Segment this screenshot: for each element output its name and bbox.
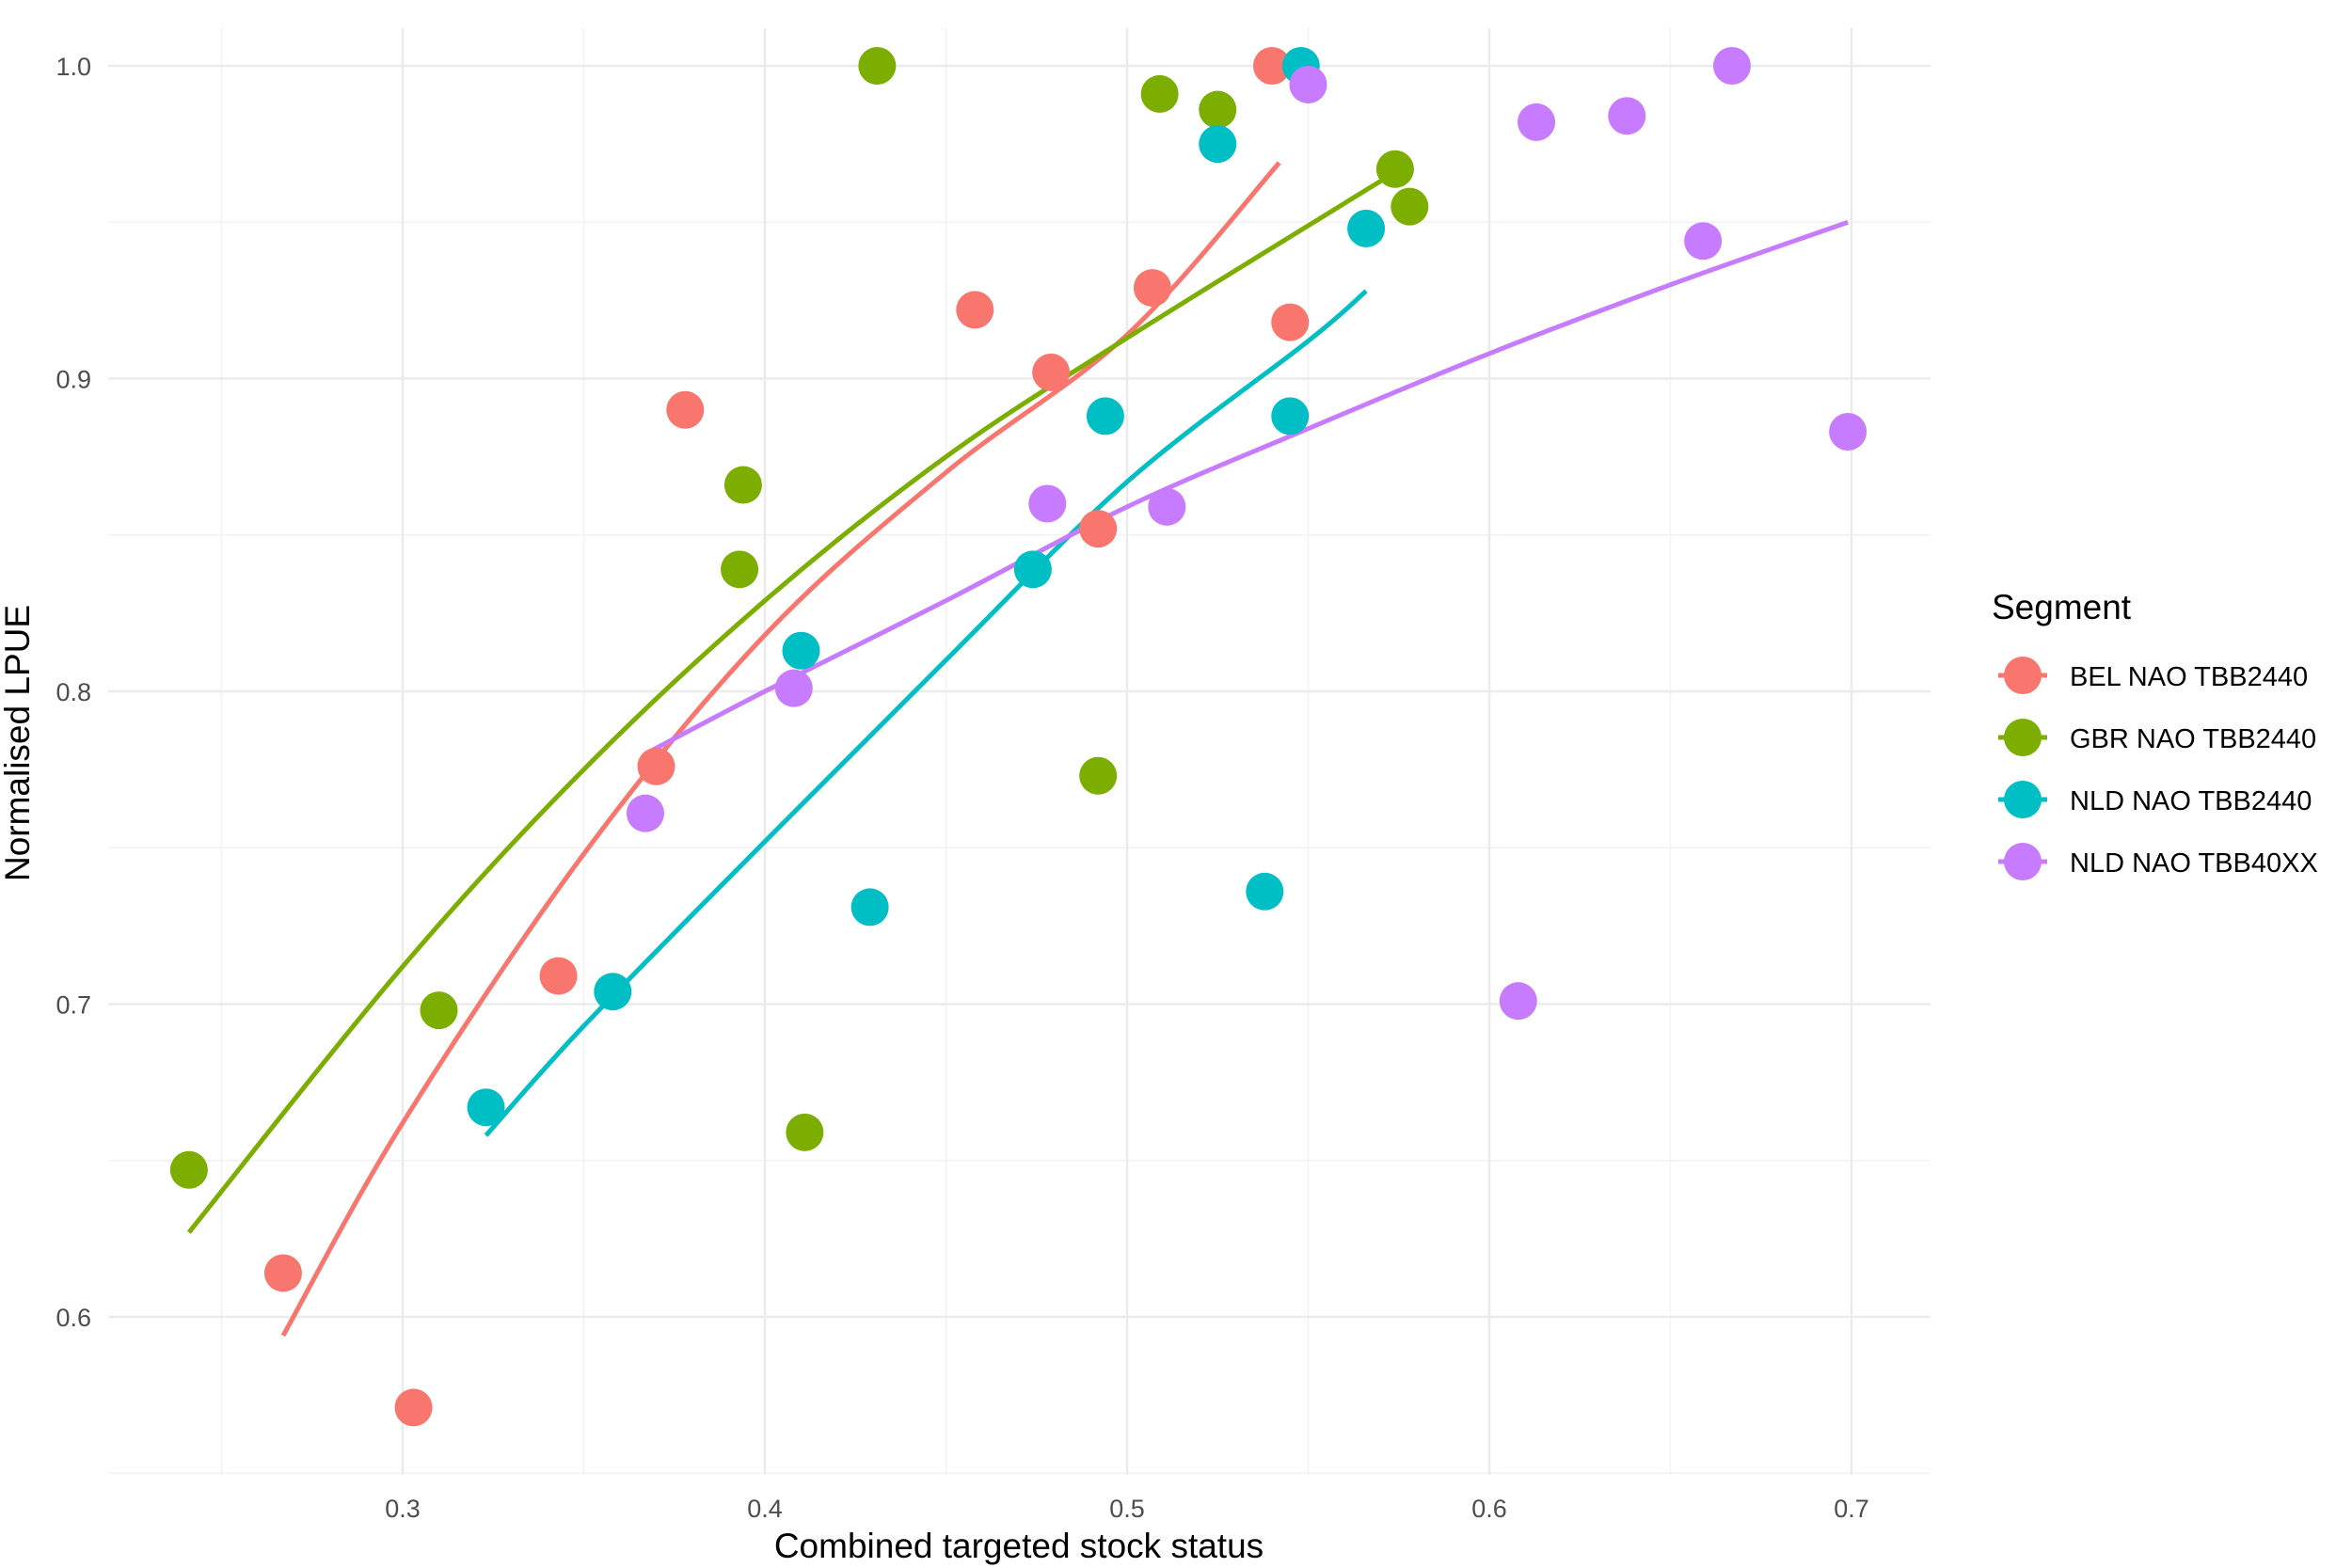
x-tick-label: 0.7 xyxy=(1834,1495,1869,1523)
x-tick-label: 0.4 xyxy=(747,1495,783,1523)
x-axis-tick-labels: 0.3 0.4 0.5 0.6 0.7 xyxy=(385,1495,1869,1523)
data-point-series-1 xyxy=(394,1388,433,1427)
legend-label: BEL NAO TBB2440 xyxy=(2070,662,2308,692)
data-point-series-1 xyxy=(666,390,705,429)
legend-key-point xyxy=(2004,781,2042,818)
data-point-series-4 xyxy=(1499,982,1537,1021)
y-axis-title: Normalised LPUE xyxy=(0,605,37,881)
data-point-series-2 xyxy=(721,550,759,589)
data-point-series-1 xyxy=(1079,510,1118,548)
data-point-series-1 xyxy=(1253,47,1291,85)
data-point-series-2 xyxy=(786,1113,824,1151)
legend-label: NLD NAO TBB40XX xyxy=(2070,848,2318,879)
legend-label: GBR NAO TBB2440 xyxy=(2070,724,2316,754)
legend-key-point xyxy=(2004,719,2042,756)
data-point-series-2 xyxy=(858,47,897,85)
y-axis-tick-labels: 0.6 0.7 0.8 0.9 1.0 xyxy=(56,53,91,1332)
y-tick-label: 0.9 xyxy=(56,366,91,394)
data-point-series-1 xyxy=(1271,303,1310,341)
minor-gridlines xyxy=(108,28,1931,1475)
data-point-series-1 xyxy=(263,1254,302,1292)
data-point-series-3 xyxy=(1199,125,1237,164)
data-point-series-2 xyxy=(420,991,458,1030)
data-point-series-1 xyxy=(956,291,994,329)
major-gridlines xyxy=(108,28,1931,1475)
x-tick-label: 0.3 xyxy=(385,1495,421,1523)
data-point-series-4 xyxy=(1829,413,1867,451)
legend-key-point xyxy=(2004,843,2042,880)
data-point-series-1 xyxy=(1032,353,1071,391)
data-point-series-4 xyxy=(626,794,664,832)
fit-curve-series-2 xyxy=(186,169,1397,1234)
data-point-series-4 xyxy=(1608,97,1646,135)
y-tick-label: 0.7 xyxy=(56,991,91,1020)
data-point-series-4 xyxy=(1712,47,1751,85)
x-tick-label: 0.5 xyxy=(1109,1495,1145,1523)
data-point-series-2 xyxy=(1375,150,1414,188)
fit-curve-series-4 xyxy=(644,219,1849,756)
data-point-series-2 xyxy=(1140,74,1179,113)
data-point-series-3 xyxy=(1347,209,1386,247)
data-point-series-4 xyxy=(1289,65,1327,103)
data-point-series-2 xyxy=(723,466,762,504)
data-point-series-1 xyxy=(1133,269,1171,308)
data-point-series-4 xyxy=(774,669,813,707)
y-tick-label: 0.8 xyxy=(56,678,91,706)
x-axis-title: Combined targeted stock status xyxy=(774,1527,1263,1565)
data-point-series-3 xyxy=(782,631,820,670)
fit-curves xyxy=(186,161,1849,1338)
fit-curve-series-3 xyxy=(484,289,1368,1137)
data-point-series-3 xyxy=(1086,397,1124,436)
legend-key-point xyxy=(2004,657,2042,694)
y-tick-label: 1.0 xyxy=(56,53,91,81)
data-point-series-3 xyxy=(594,973,632,1011)
data-point-series-1 xyxy=(539,957,578,995)
data-points xyxy=(169,47,1867,1427)
data-point-series-2 xyxy=(1079,756,1118,795)
legend-title: Segment xyxy=(1992,588,2132,626)
data-point-series-3 xyxy=(467,1088,505,1127)
y-tick-label: 0.6 xyxy=(56,1304,91,1332)
data-point-series-3 xyxy=(850,888,889,927)
data-point-series-2 xyxy=(1199,90,1237,129)
data-point-series-3 xyxy=(1271,397,1310,436)
data-point-series-3 xyxy=(1246,872,1284,911)
x-tick-label: 0.6 xyxy=(1471,1495,1507,1523)
data-point-series-4 xyxy=(1518,103,1556,141)
data-point-series-4 xyxy=(1148,487,1186,526)
data-point-series-1 xyxy=(637,747,675,785)
legend-label: NLD NAO TBB2440 xyxy=(2070,786,2312,816)
data-point-series-2 xyxy=(1391,187,1429,226)
data-point-series-4 xyxy=(1028,484,1067,523)
legend: Segment BEL NAO TBB2440 GBR NAO TBB2440 NL… xyxy=(1992,588,2318,880)
data-point-series-4 xyxy=(1684,222,1723,261)
data-point-series-3 xyxy=(1013,550,1052,589)
data-point-series-2 xyxy=(169,1150,208,1189)
